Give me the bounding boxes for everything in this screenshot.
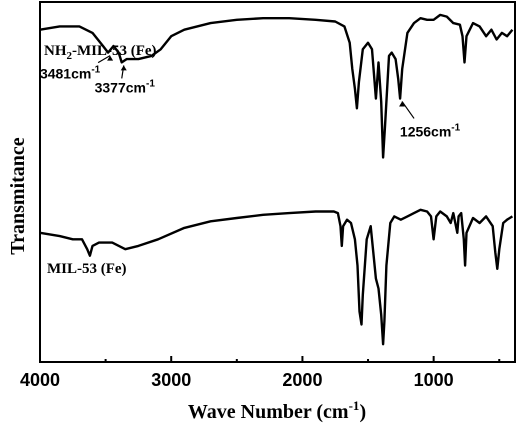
- x-tick-label-4000: 4000: [20, 370, 60, 390]
- annotation-label-1: 3377cm-1: [95, 78, 156, 95]
- series-label-mil-53: MIL-53 (Fe): [47, 261, 127, 277]
- series-label-nh2-rest: -MIL-53 (Fe): [72, 43, 157, 59]
- x-axis-title-end: ): [359, 401, 366, 423]
- annotation-arrow-2: [402, 101, 414, 118]
- annotation-value-2: 1256cm: [400, 123, 451, 139]
- x-axis-title-sup: -1: [349, 398, 360, 413]
- x-axis-title: Wave Number (cm-1): [188, 398, 366, 423]
- annotation-arrowhead-1: [121, 65, 127, 70]
- y-axis-title: Transmitance: [7, 137, 29, 255]
- annotation-label-2: 1256cm-1: [400, 122, 461, 139]
- annotation-unit-sup-1: -1: [146, 78, 155, 89]
- annotation-unit-sup-0: -1: [91, 65, 100, 76]
- x-axis-title-main: Wave Number (cm: [188, 401, 349, 423]
- annotation-value-0: 3481cm: [40, 66, 91, 82]
- annotation-value-1: 3377cm: [95, 79, 146, 95]
- series-label-nh2-main: NH: [44, 43, 67, 59]
- x-tick-label-2000: 2000: [282, 370, 322, 390]
- annotation-unit-sup-2: -1: [451, 122, 460, 133]
- series-line-1: [40, 210, 512, 344]
- annotation-label-0: 3481cm-1: [40, 65, 101, 82]
- series-curves: [40, 15, 512, 344]
- x-tick-label-3000: 3000: [151, 370, 191, 390]
- x-tick-label-1000: 1000: [414, 370, 454, 390]
